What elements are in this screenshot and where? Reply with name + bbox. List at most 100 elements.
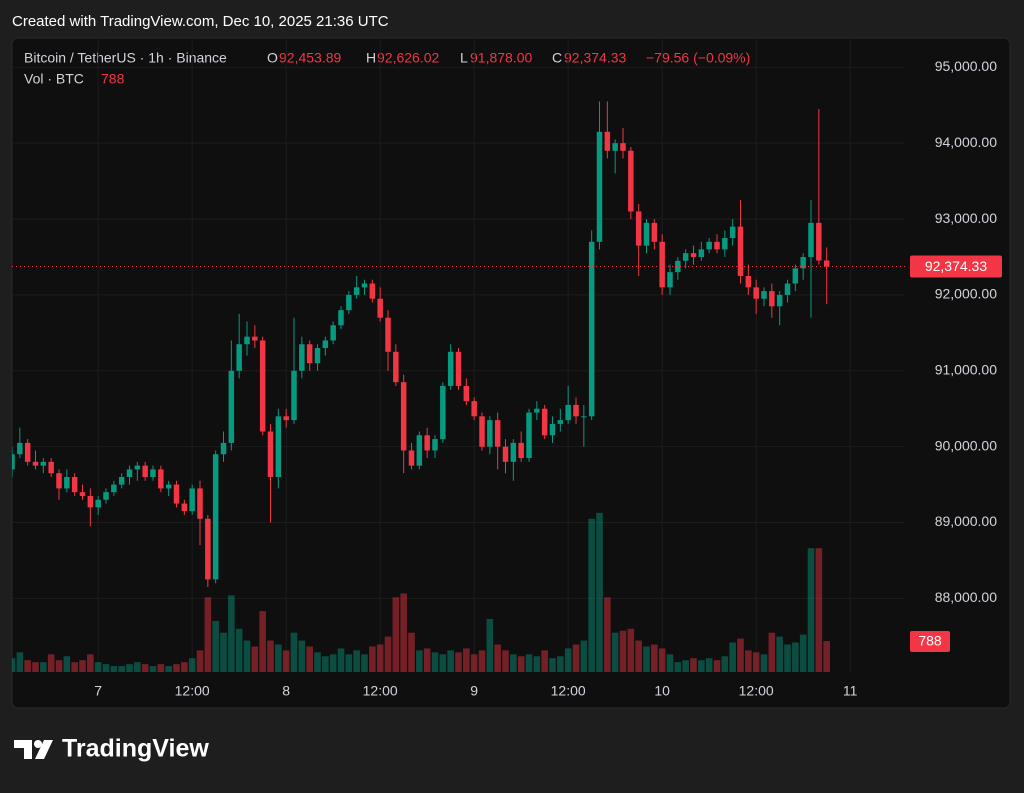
y-tick-label: 88,000.00 [935,589,997,605]
volume-bar [760,654,768,672]
volume-bar [627,628,635,672]
candle-body [228,370,235,443]
volume-bar [235,628,243,672]
volume-bar [721,656,729,672]
volume-bar [486,618,494,672]
candle-body [353,287,360,295]
candle-body [776,294,783,307]
volume-bar [643,646,650,672]
candle-body [643,222,650,246]
volume-bar [110,666,118,672]
volume-bar [517,656,525,672]
candle-body [471,401,477,417]
candle-body [502,446,509,462]
x-tick-label: 12:00 [551,683,586,699]
x-tick-label: 7 [94,683,102,699]
candle-body [361,283,368,288]
candle-body [393,351,399,383]
volume-bar [525,654,533,672]
volume-bar [792,642,799,672]
candle-body [534,408,540,413]
candle-body [314,348,321,364]
volume-bar [580,640,588,672]
volume-bar [674,662,682,672]
volume-bar [745,650,752,672]
volume-bar [705,658,713,672]
candle-body [667,272,673,288]
candle-body [588,241,595,417]
volume-bar [557,656,564,672]
candle-body [189,488,195,512]
candle-body [808,222,814,257]
volume-bar [361,654,368,672]
candle-body [479,416,485,447]
volume-bar [314,652,321,672]
candle-body [823,260,830,267]
volume-bar [282,650,290,672]
volume-bar [118,666,125,672]
candle-body [604,131,611,151]
volume-bar [572,644,580,672]
candle-body [659,241,665,288]
price-label: 92,374.33 [925,258,987,274]
volume-bar [369,646,376,672]
brand: TradingView [62,735,209,763]
logo-mark [34,740,42,748]
candle-body [17,442,23,455]
volume-bar [102,664,110,672]
candle-body [385,317,391,352]
candle-body [165,484,172,489]
candle-body [628,150,634,212]
candle-body [56,473,62,489]
x-tick-label: 12:00 [175,683,210,699]
candle-body [596,131,603,242]
volume-bar [24,660,31,672]
volume-bar [188,658,196,672]
candle-body [573,404,579,417]
volume-bar [134,662,141,672]
y-tick-label: 94,000.00 [935,134,997,150]
volume-bar [651,644,658,672]
x-tick-label: 12:00 [739,683,774,699]
volume-bar [408,632,415,672]
candle-body [416,435,423,466]
candle-body [729,226,736,239]
logo [14,740,53,759]
candle-body [244,336,250,345]
candle-body [369,283,376,299]
y-tick-label: 90,000.00 [935,437,997,453]
volume-bar [799,634,807,672]
volume-bar [275,644,282,672]
volume-bar [251,646,259,672]
volume-bar [384,636,392,672]
volume-bar [533,656,541,672]
candle-body [95,499,101,508]
candle-body [753,287,759,299]
candle-body [338,310,344,326]
volume-legend-value: 788 [101,71,125,87]
volume-bar [447,650,454,672]
candle-body [205,518,211,580]
volume-bar [541,650,548,672]
candle-body [510,442,517,462]
candle-body [322,340,329,349]
candle-body [526,412,532,459]
legend-change: −79.56 (−0.09%) [646,50,750,66]
volume-bar [196,650,204,672]
legend-key: C [552,50,562,66]
volume-bar [666,654,674,672]
candle-body [24,442,31,462]
volume-bar [713,660,721,672]
candle-body [635,211,642,246]
candle-body [792,268,799,284]
candle-body [40,461,47,466]
candle-body [118,477,125,485]
candle-body [158,469,164,489]
volume-bar [619,630,627,672]
volume-bar [807,548,815,672]
watermark: Created with TradingView.com, Dec 10, 20… [12,13,389,30]
volume-bar [290,632,298,672]
volume-bar [55,660,63,672]
volume-bar [337,648,345,672]
